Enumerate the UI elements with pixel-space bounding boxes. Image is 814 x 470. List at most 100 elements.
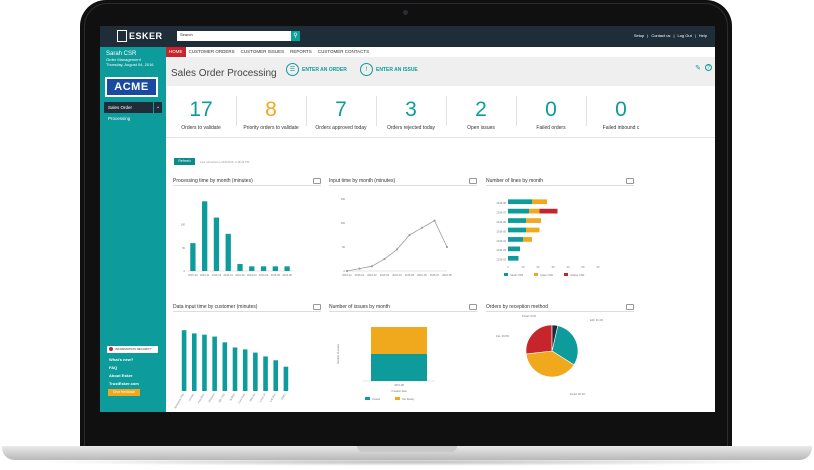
x-tick-label: 40 [567,265,570,269]
kpi-label: Open issues [467,125,495,131]
contact-link[interactable]: Contact us [651,33,671,38]
x-tick-label: 60 [597,265,600,269]
x-tick-label: 2016-08 [394,383,404,387]
card-menu-icon[interactable] [469,304,477,310]
card-divider [329,185,477,186]
kpi-label: Orders approved today [315,125,367,131]
refresh-button[interactable]: Refresh [174,158,195,165]
tab-customer-contacts[interactable]: CUSTOMER CONTACTS [317,49,370,54]
card-menu-icon[interactable] [313,304,321,310]
x-tick-label: 2016-02 [235,273,245,277]
kpi-open-issues[interactable]: 2 Open issues [446,87,516,137]
x-tick-label: 2015-12 [342,273,352,277]
card-menu-icon[interactable] [626,304,634,310]
kpi-approved-today[interactable]: 7 Orders approved today [306,87,376,137]
edit-icon[interactable]: ✎ [695,65,701,72]
kpi-value: 2 [475,98,487,121]
card-menu-icon[interactable] [313,178,321,184]
kpi-value: 3 [405,98,417,121]
x-tick-label: Asia Disc [196,392,205,404]
kpi-rejected-today[interactable]: 3 Orders rejected today [376,87,446,137]
faq-link[interactable]: FAQ [109,365,118,370]
top-bar: ESKER Search ⚲ Setup | Contact us | Log Ou… [100,26,715,47]
x-tick-label: 0 [507,265,509,269]
esker-logo[interactable]: ESKER [117,29,163,43]
slice-label: Fax: 26.8% [496,334,510,338]
issues-bar-chart: 2016-08 Creation date Number of issues Clos… [336,327,435,401]
chart-title: Processing time by month (minutes) [173,178,253,184]
card-menu-icon[interactable] [469,178,477,184]
card-menu-icon[interactable] [626,178,634,184]
y-tick-label: 2016-06 [496,220,506,224]
help-icon[interactable]: ? [705,64,712,71]
search-placeholder: Search [180,32,193,37]
laptop-base [2,446,812,460]
lock-icon [109,347,113,352]
tab-home[interactable]: HOME [166,47,186,57]
x-tick-label: 2016-01 [223,273,233,277]
x-tick-label: 20 [537,265,540,269]
company-logo: ACME [105,77,158,97]
kpi-orders-to-validate[interactable]: 17 Orders to validate [166,87,236,137]
pie-slice [551,324,559,352]
x-tick-label: 2016-07 [430,273,440,277]
whats-new-link[interactable]: What's new? [109,357,134,362]
kpi-failed-inbound[interactable]: 0 Failed inbound c [586,87,656,137]
x-tick-label: 2016-05 [405,273,415,277]
bar [213,217,220,271]
data-input-bar-chart: Shanghai Gifts CA Rec Asia Disc DiStanis SD … [173,330,289,409]
about-link[interactable]: About Esker [109,373,133,378]
data-point [445,245,449,249]
bar [225,233,231,271]
legend-swatch [534,273,538,276]
enter-issue-button[interactable]: ! ENTER AN ISSUE [360,63,418,76]
slice-label: Portal: 3.6% [522,314,537,318]
enter-order-button[interactable]: ☰ ENTER AN ORDER [286,63,347,76]
legend-swatch [564,273,568,276]
card-divider [173,311,321,312]
trustesker-link[interactable]: TrustEsker.com [109,381,139,386]
chart-title: Data input time by customer (minutes) [173,304,258,310]
feedback-button[interactable]: Give feedback [108,389,140,396]
kpi-value: 0 [615,98,627,121]
help-link[interactable]: Help [698,33,707,38]
setup-link[interactable]: Setup [633,33,645,38]
bar-segment [539,208,558,214]
x-tick-label: 2016-06 [417,273,427,277]
tab-customer-issues[interactable]: CUSTOMER ISSUES [240,49,285,54]
kpi-failed-orders[interactable]: 0 Failed orders [516,87,586,137]
laptop-notch [357,446,457,452]
bar [260,266,267,271]
bar [242,349,248,391]
x-tick-label: Cont Pots [237,392,247,404]
logout-link[interactable]: Log Out [677,33,692,38]
process-selector[interactable]: Sales Order Processing [104,102,153,121]
tab-customer-orders[interactable]: CUSTOMER ORDERS [188,49,235,54]
y-axis-label: Number of issues [336,343,340,364]
legend-label: Not Ready [402,397,415,401]
bar-segment [508,246,520,252]
x-tick-label: N Mkts [228,392,236,402]
tab-reports[interactable]: REPORTS [290,49,312,54]
kpi-priority-orders[interactable]: 8 Priority orders to validate [236,87,306,137]
card-divider [173,185,321,186]
chart-lines-by-month: Number of lines by month 2016-08 2016-07 2… [486,178,634,293]
bar-segment [371,354,427,381]
bar-segment [532,199,547,205]
chart-issues-by-month: Number of issues by month 2016-08 Creatio… [329,304,477,412]
search-button[interactable]: ⚲ [291,31,300,41]
data-point [420,226,424,229]
chart-reception-method: Orders by reception method EDI: 30.4% Ema… [486,304,634,412]
chart-title: Input time by month (minutes) [329,178,396,184]
search-input[interactable]: Search [177,31,298,41]
kpi-value: 8 [265,98,277,121]
infosec-badge[interactable]: INFORMATION SECURITY [107,346,158,353]
current-date: Thursday, August 04, 2016 [106,62,154,67]
bar-segment [508,199,532,205]
y-tick-label: 50 [182,246,185,250]
x-tick-label: 2015-10 [188,273,198,277]
bar [232,347,238,391]
x-tick-label: 2016-02 [367,273,377,277]
chevron-down-icon[interactable]: ⌄ [153,102,162,113]
